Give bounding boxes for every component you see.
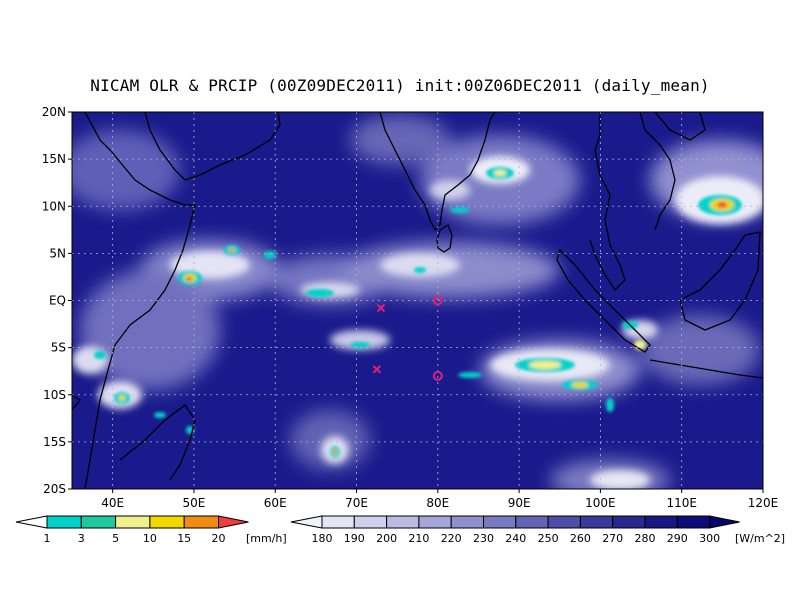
- colorbar-label: 210: [408, 532, 429, 545]
- colorbar-label: 1: [44, 532, 51, 545]
- lat-tick-label: 20S: [43, 482, 66, 496]
- lat-tick-label: 10S: [43, 388, 66, 402]
- colorbar-right-triangle: [709, 515, 740, 529]
- colorbar-label: 5: [112, 532, 119, 545]
- colorbar-swatch: [418, 515, 452, 529]
- colorbar-swatch: [676, 515, 711, 529]
- colorbar-label: 270: [602, 532, 623, 545]
- x-marker: [376, 303, 386, 313]
- lat-lon-grid: [72, 112, 763, 489]
- colorbar-label: 290: [667, 532, 688, 545]
- colorbar-swatch: [483, 515, 517, 529]
- colorbar-unit: [W/m^2]: [735, 532, 785, 545]
- map-markers: [372, 295, 443, 381]
- colorbar-label: 15: [177, 532, 191, 545]
- lon-tick-label: 50E: [183, 496, 206, 510]
- colorbar-left-triangle: [15, 515, 48, 529]
- colorbar-swatch: [515, 515, 549, 529]
- colorbar-swatch: [115, 515, 151, 529]
- x-marker: [372, 365, 382, 374]
- olr-colorbar: 180 190 200 210 220 230 240 250 260 270 280 290 300 […: [290, 515, 785, 545]
- colorbar-swatch: [46, 515, 82, 529]
- colorbar-label: 230: [473, 532, 494, 545]
- colorbar-swatch: [579, 515, 614, 529]
- colorbar-swatch: [547, 515, 581, 529]
- colorbar-label: 220: [441, 532, 462, 545]
- lon-tick-label: 90E: [508, 496, 531, 510]
- circle-marker: [432, 295, 443, 306]
- map-title: NICAM OLR & PRCIP (00Z09DEC2011) init:00…: [90, 76, 710, 95]
- map-plot-area: [72, 112, 763, 489]
- lat-tick-label: 5N: [49, 246, 66, 260]
- lat-tick-label: EQ: [49, 294, 66, 308]
- colorbar-swatch: [644, 515, 678, 529]
- colorbar-label: 250: [538, 532, 559, 545]
- lon-tick-label: 100E: [585, 496, 616, 510]
- lon-tick-label: 120E: [748, 496, 779, 510]
- lon-tick-label: 110E: [666, 496, 697, 510]
- coastlines: [72, 112, 763, 489]
- colorbar-swatch: [80, 515, 117, 529]
- colorbar-swatch: [183, 515, 219, 529]
- lat-tick-label: 20N: [42, 105, 66, 119]
- lat-tick-label: 10N: [42, 199, 66, 213]
- colorbar-label: 260: [570, 532, 591, 545]
- colorbar-swatch: [149, 515, 185, 529]
- colorbar-swatch: [450, 515, 485, 529]
- colorbar-label: 20: [212, 532, 226, 545]
- colorbar-right-triangle: [218, 515, 249, 529]
- lon-tick-label: 80E: [426, 496, 449, 510]
- colorbar-label: 280: [635, 532, 656, 545]
- colorbar-label: 240: [505, 532, 526, 545]
- colorbar-label: 300: [699, 532, 720, 545]
- lon-tick-label: 60E: [264, 496, 287, 510]
- precip-colorbar: 1 3 5 10 15 20 [mm/h]: [15, 515, 287, 545]
- colorbar-label: 3: [78, 532, 85, 545]
- lat-tick-label: 15N: [42, 152, 66, 166]
- colorbar-swatch: [353, 515, 388, 529]
- colorbar-label: 180: [312, 532, 333, 545]
- colorbar-left-triangle: [290, 515, 323, 529]
- colorbar-label: 190: [344, 532, 365, 545]
- lat-tick-label: 15S: [43, 435, 66, 449]
- axis-labels: 20N 15N 10N 5N EQ 5S 10S 15S 20S 40E 50E 60E 70E 80E 9…: [42, 105, 779, 510]
- colorbar-swatch: [612, 515, 646, 529]
- colorbar-swatch: [321, 515, 355, 529]
- olr-cloud-field: [72, 115, 763, 489]
- colorbar-label: 200: [376, 532, 397, 545]
- lon-tick-label: 40E: [101, 496, 124, 510]
- circle-marker: [432, 370, 443, 381]
- colorbar-unit: [mm/h]: [246, 532, 287, 545]
- colorbar-swatch: [386, 515, 420, 529]
- lat-tick-label: 5S: [51, 341, 66, 355]
- colorbar-label: 10: [143, 532, 157, 545]
- lon-tick-label: 70E: [345, 496, 368, 510]
